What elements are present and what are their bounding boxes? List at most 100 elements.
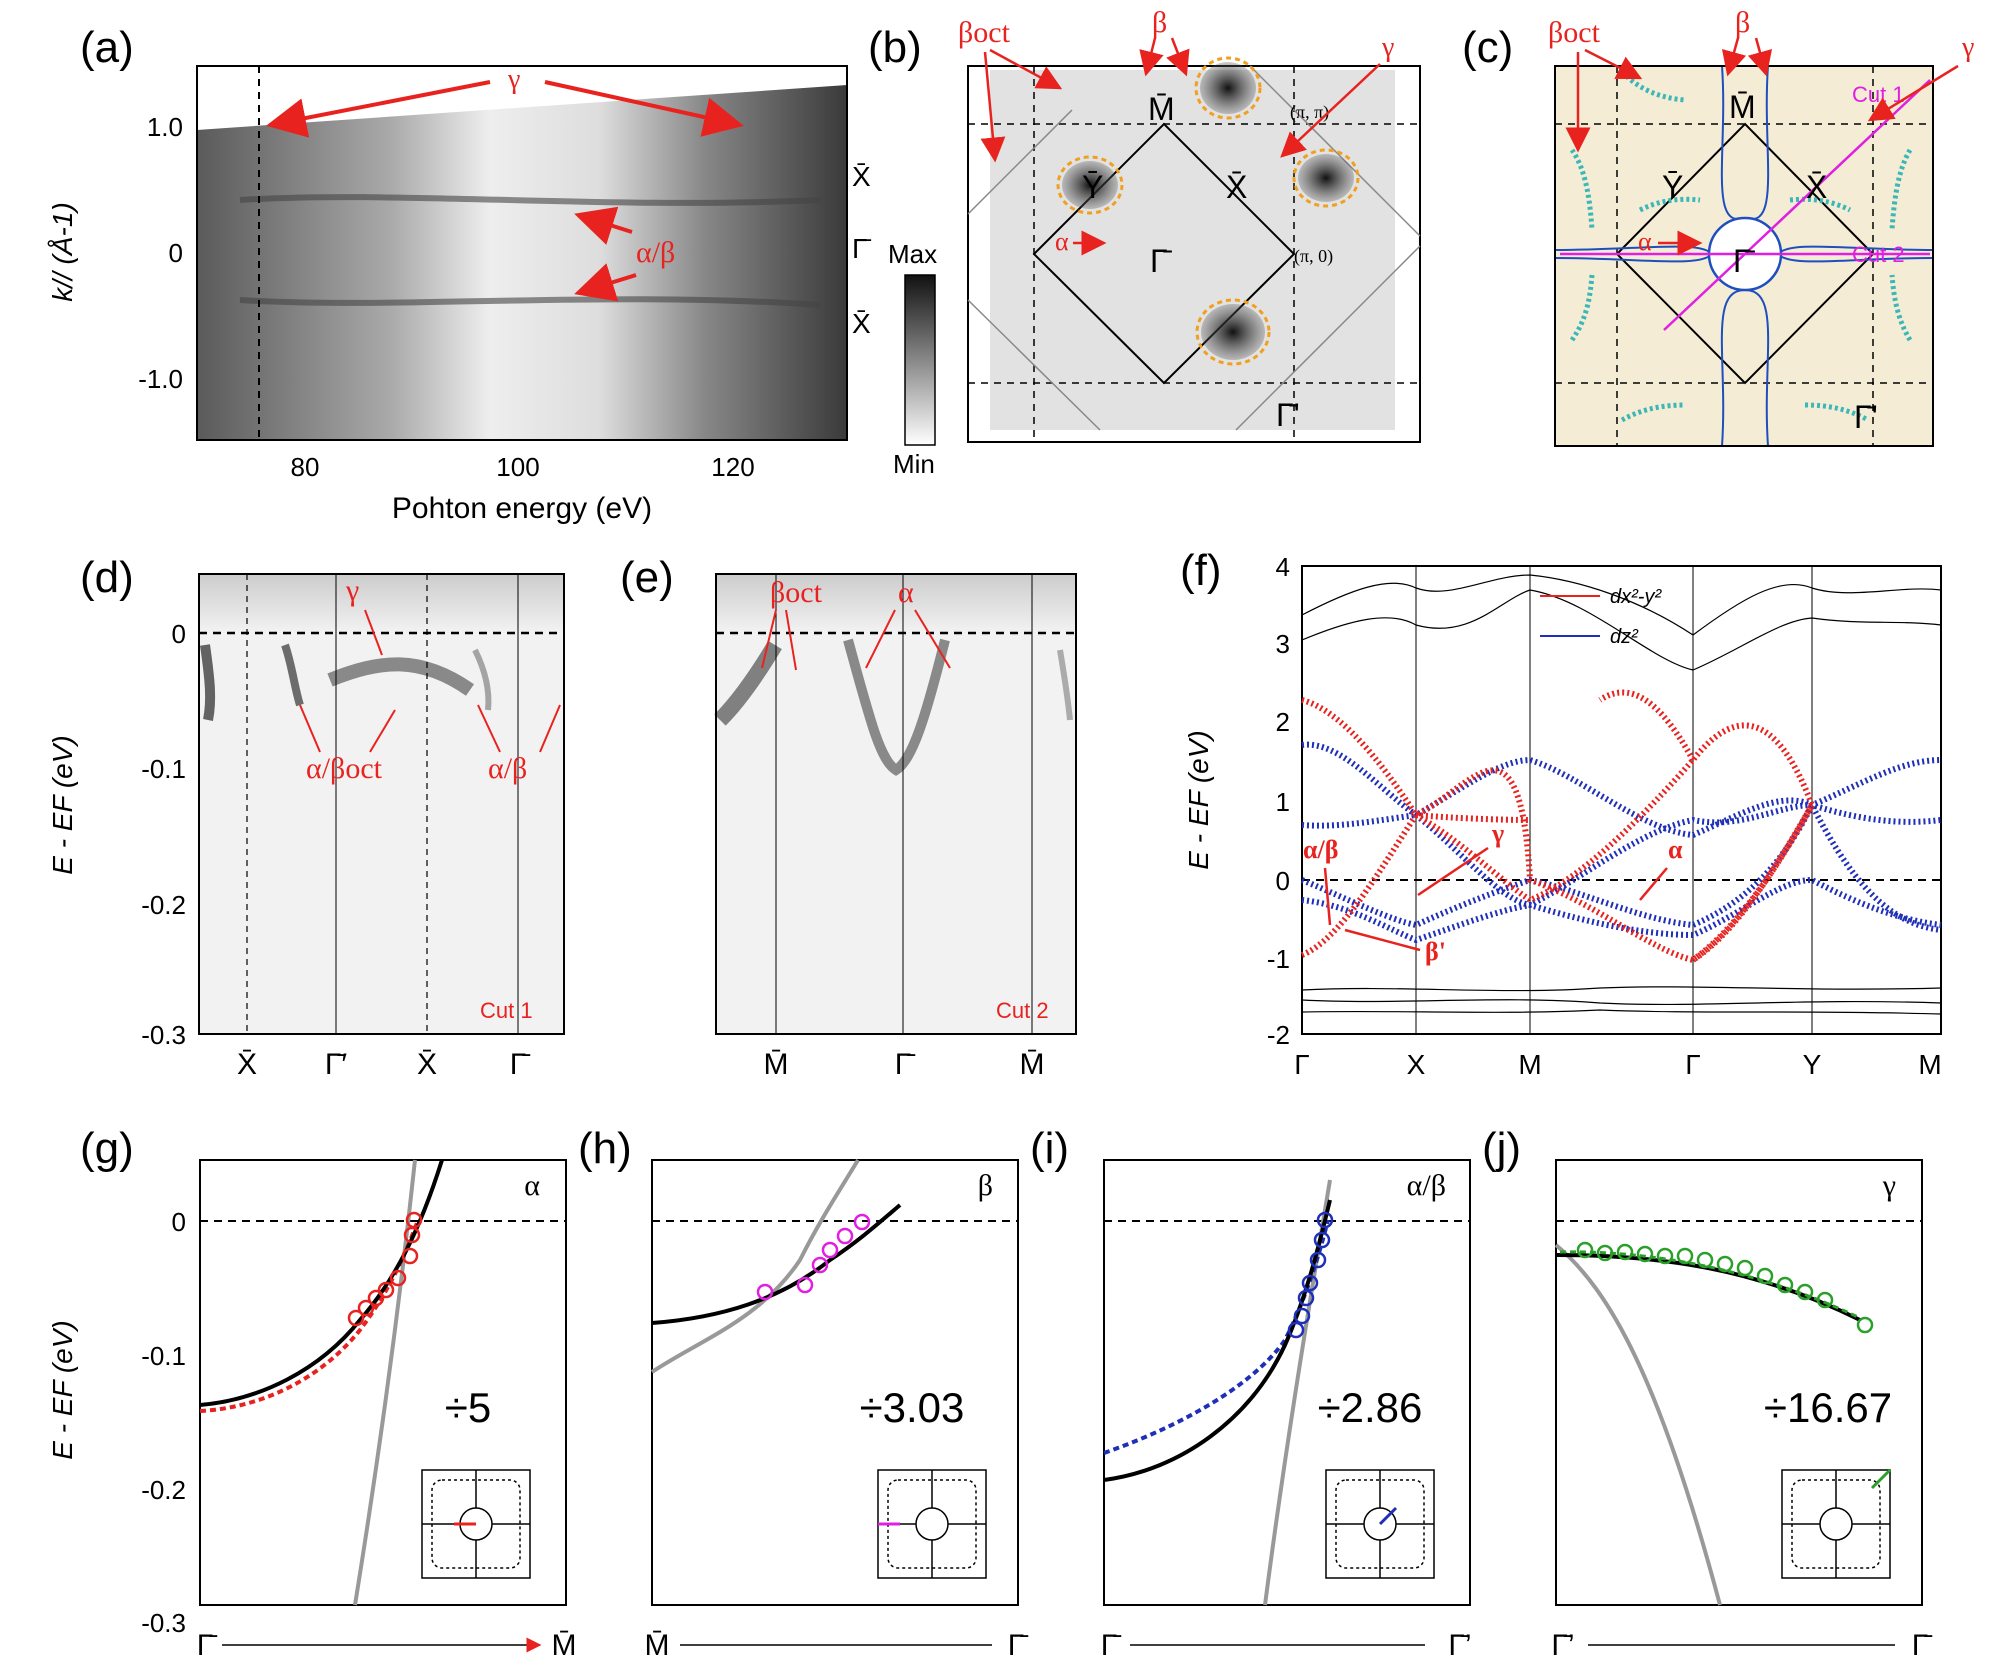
panel-c-fs-blue [1554,65,1934,447]
panel-c-boct-arrow-1 [1584,48,1643,80]
panel-j-factor: ÷16.67 [1764,1384,1892,1431]
panel-f-ylabel: E - EF (eV) [1183,730,1214,870]
bottom-ytick-1: -0.1 [141,1341,186,1371]
panel-i: (i) α/β ÷2.86 Γ̄ Γ̄’ [1030,1124,1472,1662]
panel-b-boct-label: βoct [958,16,1011,49]
panel-f-ytick-0: 0 [1276,866,1290,896]
panel-d-xtick-2: Γ̄′ [325,1048,348,1081]
panel-f-gamma-label: γ [1491,819,1504,848]
panel-c-beta-label: β [1735,6,1750,39]
panel-i-dash-fit [1103,1219,1330,1455]
panel-e-alpha-leader-1 [865,609,896,669]
panel-c-beta-arrow-1 [1721,37,1747,77]
panel-a-ab-label: α/β [636,236,675,269]
panel-i-point-5 [1309,1251,1327,1269]
panel-c-cut1-line [1663,79,1931,331]
panel-g-xstart: Γ̄ [197,1629,219,1662]
panel-f-xtick-m1: M [1518,1049,1541,1080]
panel-j-point-6 [1676,1247,1694,1265]
panel-c-boct-arc-2 [1569,148,1595,231]
panel-d-band-2 [281,643,304,707]
panel-f-xtick-x: X [1407,1049,1426,1080]
panel-f-dz2-band-1 [1301,741,1942,839]
panel-f-xtick-y: Y [1803,1049,1822,1080]
panel-e: (e) M̄ Γ̄ M̄ Cut 2 βoct α [620,553,1077,1081]
panel-f-ytick-m2: -2 [1267,1020,1290,1050]
panel-a-ab-arrow-up [574,206,633,245]
panel-e-xtick-2: Γ̄ [895,1048,917,1081]
panel-h: (h) β ÷3.03 M̄ Γ̄ [578,1124,1029,1662]
panel-c-point-gamma: Γ̄ [1733,243,1756,279]
panel-d-xtick-1: X̄ [237,1048,257,1081]
panel-f-dz2-band-4 [1301,876,1942,944]
panel-b-point-x: X̄ [1226,169,1247,205]
panel-c-beta-arrow-2 [1747,37,1773,77]
panel-b-beta-label: β [1152,6,1167,39]
panel-d-xtick-4: Γ̄ [510,1048,532,1081]
panel-g-band-label: α [524,1169,540,1202]
panel-b-coord-pipi: (π, π) [1290,102,1329,123]
panel-g-point-6 [401,1247,419,1265]
panel-i-inset-icon [1325,1469,1435,1579]
panel-a-frame [196,65,848,441]
panel-b-coord-pi0: (π, 0) [1294,246,1333,267]
panel-h-point-6 [853,1213,871,1231]
panel-f-dx2y2-band-2 [1300,767,1815,964]
panel-b-boct-arrow-2 [980,51,1006,163]
panel-a-right-label-x1: X̄ [852,161,871,192]
bottom-ytick-2: -0.2 [141,1475,186,1505]
panel-d: (d) 0 -0.1 -0.2 -0.3 E - EF (eV) X̄ Γ̄′ … [47,553,565,1081]
panel-c-label: (c) [1462,23,1513,72]
panel-j-point-7 [1696,1251,1714,1269]
panel-c-gamma-arrow [1867,64,1959,122]
panel-j-point-5 [1656,1247,1674,1265]
panel-b-spot-3 [1298,154,1354,202]
panel-b-point-m: M̄ [1148,91,1175,127]
panel-d-aboct-leader-2 [369,709,396,753]
panel-i-black-fit [1103,1199,1332,1482]
panel-f-xtick-g1: Γ [1294,1049,1309,1080]
panel-d-aboct-label: α/βoct [306,752,383,785]
panel-d-cut-label: Cut 1 [480,998,533,1023]
panel-f-betap-label: β' [1425,937,1446,966]
panel-i-point-7 [1316,1211,1334,1229]
panel-e-boct-leader-1 [761,609,777,669]
panel-e-boct-label: βoct [770,576,823,609]
panel-a-ytick-1: 1.0 [147,112,183,142]
panel-c-boct-arc-7 [1789,196,1852,213]
panel-b-bz-diamond [1032,122,1296,385]
panel-i-point-4 [1301,1274,1319,1292]
panel-d-ab-leader-2 [539,704,561,753]
panel-f-gamma-leader [1417,846,1489,897]
panel-j-point-14 [1856,1316,1874,1334]
panel-b-map [990,70,1395,430]
panel-i-point-2 [1293,1307,1311,1325]
panel-d-band-3 [327,657,475,696]
panel-e-cut-label: Cut 2 [996,998,1049,1023]
panel-h-black-fit [651,1203,902,1325]
panel-a-ab-arrow-down [574,263,637,302]
panel-j-point-10 [1756,1267,1774,1285]
panel-d-ab-label: α/β [488,752,527,785]
panel-c-boct-arc-8 [1620,402,1686,423]
panel-e-alpha-leader-2 [914,609,951,669]
panel-a: (a) 1.0 0 -1.0 80 100 120 Pohton energy … [47,23,937,525]
panel-d-ytick-1: -0.1 [141,754,186,784]
panel-h-label: (h) [578,1124,632,1173]
panel-a-mask [197,66,847,130]
panel-b-grid-diag [967,65,1421,431]
panel-c-boct-arc-6 [1638,196,1701,213]
panel-d-gamma-leader [364,609,383,656]
panel-d-ytick-3: -0.3 [141,1020,186,1050]
panel-f-betap-leader [1344,928,1421,952]
panel-j-band-label: γ [1882,1169,1896,1202]
panel-j-point-1 [1576,1241,1594,1259]
panel-e-boct-leader-2 [785,609,797,671]
panel-j-frame [1555,1159,1923,1606]
panel-h-factor: ÷3.03 [860,1384,965,1431]
panel-b-gamma-label: γ [1381,32,1394,63]
panel-f-label: (f) [1180,546,1222,595]
panel-d-aboct-leader-1 [299,704,321,753]
panel-j-xend: Γ̄ [1912,1629,1934,1662]
panel-a-xtick-1: 80 [291,452,320,482]
